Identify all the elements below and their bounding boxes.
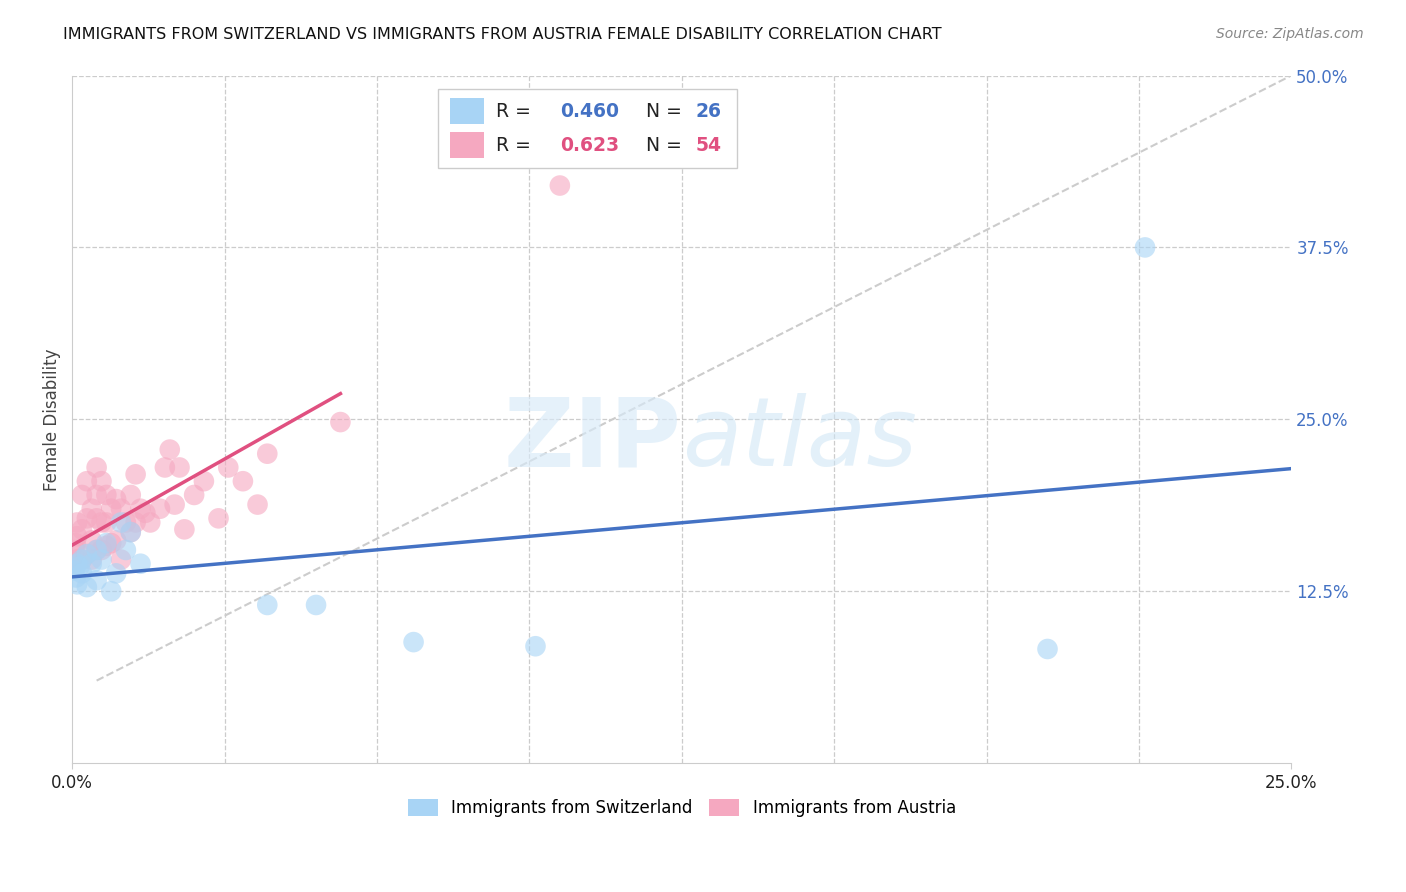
Point <box>62 557 84 571</box>
Point <box>66 529 89 543</box>
Point <box>173 522 195 536</box>
Point <box>129 501 152 516</box>
Point <box>120 488 142 502</box>
FancyBboxPatch shape <box>450 132 484 158</box>
Point <box>80 533 103 548</box>
Point <box>1036 642 1059 657</box>
Point <box>105 492 128 507</box>
Point <box>524 639 547 653</box>
Point <box>153 460 176 475</box>
Point <box>305 598 328 612</box>
Point <box>100 536 122 550</box>
Point <box>105 566 128 581</box>
Text: 54: 54 <box>695 136 721 155</box>
Point <box>1133 240 1156 254</box>
Point <box>256 598 278 612</box>
Point <box>96 536 118 550</box>
Point <box>70 522 93 536</box>
Point <box>80 557 103 571</box>
Point <box>159 442 181 457</box>
Point <box>232 474 254 488</box>
Point <box>63 543 86 558</box>
Point <box>86 543 108 558</box>
Point <box>115 543 138 558</box>
Point <box>86 460 108 475</box>
Point <box>86 573 108 587</box>
Point <box>163 498 186 512</box>
Point <box>139 516 162 530</box>
Point <box>66 516 89 530</box>
Point <box>120 525 142 540</box>
Text: atlas: atlas <box>682 393 917 486</box>
Point <box>96 516 118 530</box>
Text: 26: 26 <box>695 102 721 120</box>
Y-axis label: Female Disability: Female Disability <box>44 348 60 491</box>
Point <box>124 467 146 482</box>
Point <box>110 552 132 566</box>
Point <box>69 559 91 574</box>
Text: Source: ZipAtlas.com: Source: ZipAtlas.com <box>1216 27 1364 41</box>
Point <box>129 557 152 571</box>
Point <box>110 501 132 516</box>
Point <box>100 584 122 599</box>
Point <box>217 460 239 475</box>
Text: ZIP: ZIP <box>503 393 682 486</box>
Point <box>115 516 138 530</box>
Point <box>329 415 352 429</box>
Point <box>65 570 87 584</box>
Point <box>169 460 191 475</box>
Point <box>105 533 128 548</box>
Point <box>402 635 425 649</box>
Text: IMMIGRANTS FROM SWITZERLAND VS IMMIGRANTS FROM AUSTRIA FEMALE DISABILITY CORRELA: IMMIGRANTS FROM SWITZERLAND VS IMMIGRANT… <box>63 27 942 42</box>
Point <box>76 580 98 594</box>
Point <box>100 501 122 516</box>
Point <box>70 552 93 566</box>
Point <box>246 498 269 512</box>
Point <box>193 474 215 488</box>
Point <box>80 552 103 566</box>
Point <box>124 516 146 530</box>
Point <box>65 536 87 550</box>
Point <box>90 474 112 488</box>
Point <box>70 488 93 502</box>
Point <box>66 577 89 591</box>
Point <box>70 566 93 581</box>
Point <box>76 474 98 488</box>
Point <box>90 516 112 530</box>
FancyBboxPatch shape <box>437 89 737 169</box>
Point <box>120 525 142 540</box>
Point <box>66 557 89 571</box>
Text: 0.460: 0.460 <box>560 102 619 120</box>
Point <box>66 552 89 566</box>
Point <box>96 539 118 553</box>
Point <box>256 447 278 461</box>
Point <box>76 511 98 525</box>
Text: R =: R = <box>496 136 537 155</box>
Point <box>90 552 112 566</box>
Point <box>149 501 172 516</box>
Text: N =: N = <box>634 102 688 120</box>
Point <box>134 506 156 520</box>
Point <box>96 488 118 502</box>
Point <box>86 488 108 502</box>
Point <box>86 511 108 525</box>
Point <box>110 516 132 530</box>
Text: R =: R = <box>496 102 537 120</box>
Point <box>86 543 108 558</box>
Point <box>63 564 86 578</box>
Point <box>70 552 93 566</box>
Point <box>183 488 205 502</box>
Point <box>76 547 98 561</box>
Text: 0.623: 0.623 <box>560 136 619 155</box>
FancyBboxPatch shape <box>450 97 484 124</box>
Legend: Immigrants from Switzerland, Immigrants from Austria: Immigrants from Switzerland, Immigrants … <box>401 792 963 823</box>
Point <box>207 511 229 525</box>
Point <box>80 501 103 516</box>
Point <box>548 178 571 193</box>
Point <box>90 543 112 558</box>
Point <box>76 547 98 561</box>
Text: N =: N = <box>634 136 688 155</box>
